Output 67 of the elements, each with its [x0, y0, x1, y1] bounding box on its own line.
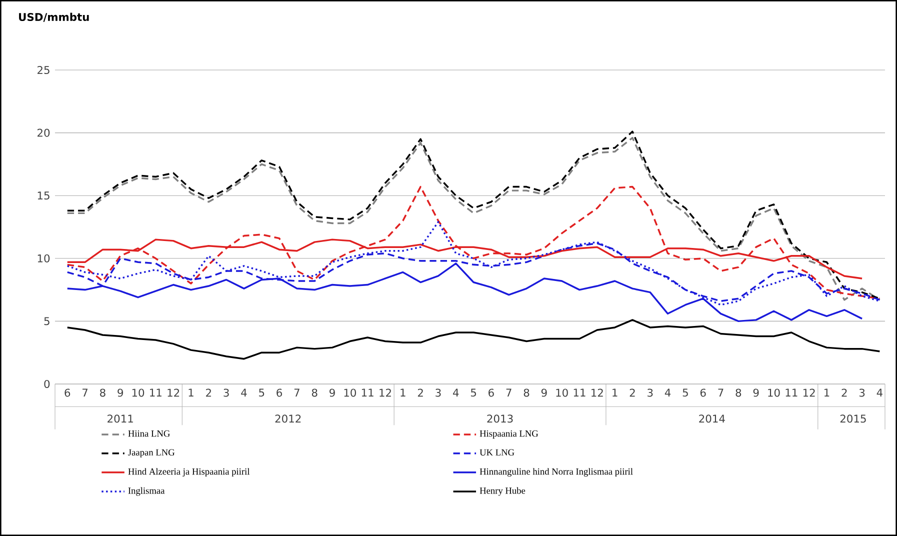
x-tick-label: 6 — [488, 388, 494, 397]
legend-label: Inglismaa — [128, 487, 165, 496]
x-tick-label: 7 — [82, 388, 88, 396]
x-tick-label: 8 — [736, 388, 742, 397]
x-tick-label: 7 — [718, 388, 724, 396]
x-tick-label: 10 — [556, 388, 568, 397]
x-tick-label: 9 — [118, 388, 123, 397]
x-tick-label: 9 — [541, 388, 547, 397]
x-tick-label: 8 — [312, 388, 318, 397]
text: 2011 — [108, 414, 133, 423]
x-tick-label: 1 — [188, 388, 194, 396]
x-tick-label: 9 — [753, 388, 759, 397]
x-tick-label: 8 — [524, 388, 530, 397]
x-tick-label: 1 — [400, 388, 406, 396]
x-tick-label: 12 — [380, 388, 391, 397]
y-axis-title: USD/mmbtu — [19, 12, 89, 22]
legend-label: UK LNG — [480, 449, 514, 456]
x-tick-label: 12 — [168, 388, 180, 397]
x-tick-label: 1 — [824, 388, 830, 396]
legend-label: Hiina LNG — [128, 430, 170, 437]
x-tick-label: 5 — [682, 388, 688, 397]
x-tick-label: 2 — [418, 388, 423, 397]
x-tick-label: 8 — [100, 388, 106, 397]
legend-label: Jaapan LNG — [128, 449, 175, 458]
text: 2012 — [275, 414, 301, 423]
legend-label: Hinnanguline hind Norra Inglismaa piiril — [480, 468, 633, 477]
x-tick-label: 4 — [876, 388, 882, 396]
y-tick-label: 10 — [38, 254, 50, 262]
x-tick-label: 6 — [700, 388, 706, 397]
x-tick-label: 6 — [64, 388, 70, 397]
x-tick-label: 7 — [506, 388, 512, 396]
x-tick-label: 5 — [470, 388, 476, 397]
x-tick-label: 9 — [330, 388, 335, 397]
text: 2013 — [487, 414, 513, 423]
x-tick-label: 3 — [436, 388, 441, 397]
y-tick-label: 5 — [44, 317, 50, 326]
x-tick-label: 3 — [648, 388, 653, 397]
text: 2014 — [699, 414, 725, 423]
x-tick-label: 3 — [224, 388, 229, 397]
x-tick-label: 4 — [664, 388, 671, 396]
x-tick-label: 12 — [592, 388, 603, 397]
x-tick-label: 11 — [786, 388, 798, 396]
x-tick-label: 2 — [206, 388, 211, 397]
x-tick-label: 3 — [859, 388, 865, 397]
y-tick-label: 15 — [38, 192, 50, 200]
x-tick-label: 10 — [768, 388, 780, 397]
x-tick-label: 10 — [344, 388, 356, 397]
x-tick-label: 11 — [362, 388, 374, 396]
legend-label: Hind Alzeeria ja Hispaania piiril — [128, 468, 250, 477]
x-tick-label: 7 — [294, 388, 300, 396]
x-tick-label: 11 — [150, 388, 162, 396]
x-tick-label: 5 — [259, 388, 264, 397]
y-tick-label: 0 — [44, 380, 50, 388]
x-tick-label: 2 — [630, 388, 635, 397]
x-tick-label: 4 — [453, 388, 459, 396]
y-tick-label: 20 — [38, 128, 50, 137]
x-tick-label: 2 — [842, 388, 847, 397]
x-tick-label: 11 — [574, 388, 586, 396]
x-tick-label: 4 — [241, 388, 247, 396]
x-tick-label: 6 — [276, 388, 282, 397]
text: 2015 — [840, 414, 866, 423]
x-tick-label: 1 — [612, 388, 618, 396]
legend-label: Henry Hube — [480, 487, 526, 496]
x-tick-label: 12 — [803, 388, 815, 397]
y-tick-label: 25 — [38, 66, 50, 74]
x-tick-label: 10 — [132, 388, 144, 397]
legend-label: Hispaania LNG — [480, 430, 538, 439]
